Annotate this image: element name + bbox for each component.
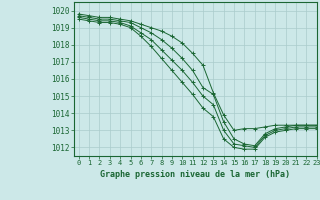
X-axis label: Graphe pression niveau de la mer (hPa): Graphe pression niveau de la mer (hPa) (100, 170, 290, 179)
